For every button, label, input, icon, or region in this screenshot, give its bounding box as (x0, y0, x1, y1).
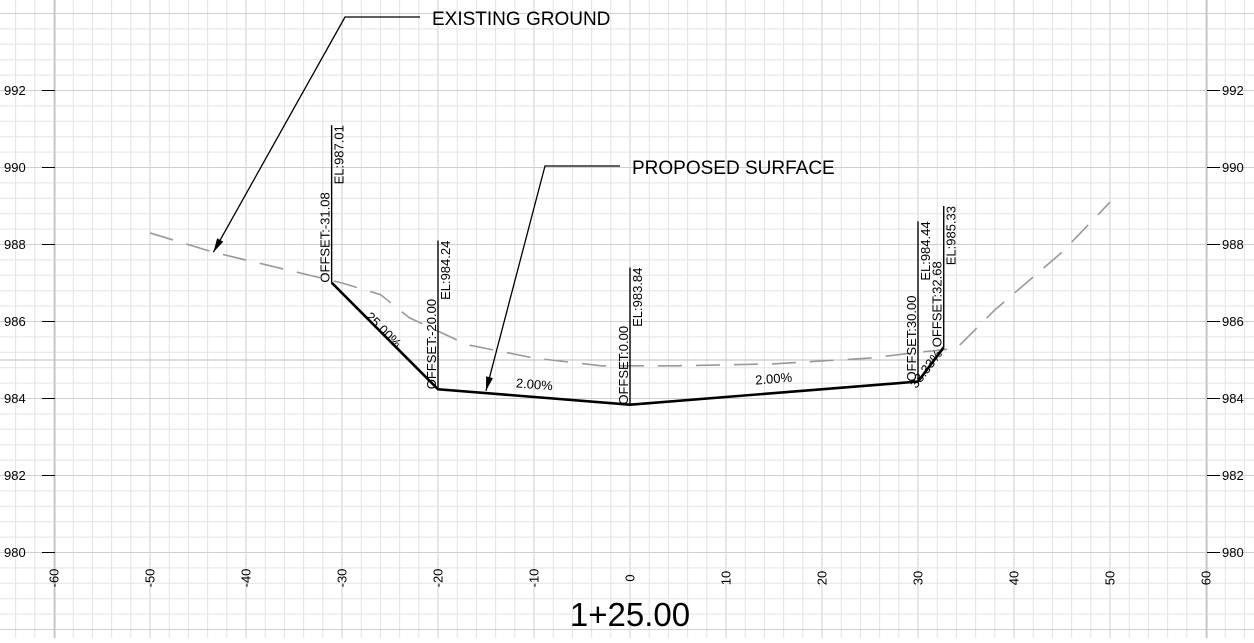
callout-leader (485, 165, 620, 391)
x-tick-label: 0 (623, 574, 638, 581)
y-tick-label: 986 (4, 314, 26, 329)
existing-ground-polyline (149, 201, 1111, 367)
x-tick-label: -20 (431, 569, 446, 588)
station-elevation-label: EL:987.01 (332, 125, 347, 184)
x-tick-label: -60 (47, 569, 62, 588)
station-offset-label: OFFSET:32.68 (930, 261, 945, 347)
y-tick-label: 990 (4, 160, 26, 175)
x-tick-label: 50 (1103, 571, 1118, 585)
x-tick-label: 10 (719, 571, 734, 585)
station-elevation-label: EL:984.44 (918, 221, 933, 280)
station-elevation-label: EL:984.24 (438, 241, 453, 300)
y-tick-label: 986 (1222, 314, 1244, 329)
y-tick-label: 984 (1222, 391, 1244, 406)
y-tick-label: 982 (4, 468, 26, 483)
x-tick-label: -10 (527, 569, 542, 588)
y-tick-label: 980 (4, 545, 26, 560)
x-tick-label: 40 (1007, 571, 1022, 585)
x-tick-label: -50 (143, 569, 158, 588)
callouts: EXISTING GROUND PROPOSED SURFACE (212, 9, 835, 391)
x-axis-labels: -60 -50 -40 -30 -20 -10 0 10 20 30 40 50 60 (47, 569, 1214, 588)
y-tick-label: 988 (1222, 237, 1244, 252)
y-tick-label: 982 (1222, 468, 1244, 483)
station-title: 1+25.00 (570, 596, 690, 633)
slope-label: 2.00% (755, 370, 793, 388)
y-tick-label: 990 (1222, 160, 1244, 175)
callout-label: EXISTING GROUND (432, 9, 610, 30)
station-offset-label: OFFSET:-20.00 (424, 299, 439, 389)
callout-label: PROPOSED SURFACE (632, 158, 835, 179)
station-offset-label: OFFSET:-31.08 (318, 192, 333, 282)
station-annotations: OFFSET:-31.08EL:987.01OFFSET:-20.00EL:98… (318, 125, 959, 405)
station-offset-label: OFFSET:0.00 (616, 326, 631, 405)
callout-leader (212, 16, 420, 253)
slope-label: 25.00% (363, 309, 405, 351)
y-axis-labels-left: 980 982 984 986 988 990 992 (4, 83, 55, 560)
x-tick-label: -30 (335, 569, 350, 588)
x-tick-label: -40 (239, 569, 254, 588)
station-elevation-label: EL:985.33 (944, 206, 959, 265)
x-tick-label: 60 (1199, 571, 1214, 585)
y-tick-label: 988 (4, 237, 26, 252)
y-tick-label: 992 (4, 83, 26, 98)
y-tick-label: 992 (1222, 83, 1244, 98)
existing-ground-line (149, 201, 1111, 367)
station-elevation-label: EL:983.84 (630, 268, 645, 327)
y-tick-label: 984 (4, 391, 26, 406)
station-offset-label: OFFSET:30.00 (904, 296, 919, 382)
callout-arrowhead (213, 238, 224, 253)
x-tick-label: 30 (911, 571, 926, 585)
x-tick-label: 20 (815, 571, 830, 585)
slope-label: 2.00% (515, 375, 553, 393)
callout-arrowhead (486, 376, 493, 391)
y-axis-labels-right: 980 982 984 986 988 990 992 (1207, 83, 1244, 560)
y-tick-label: 980 (1222, 545, 1244, 560)
